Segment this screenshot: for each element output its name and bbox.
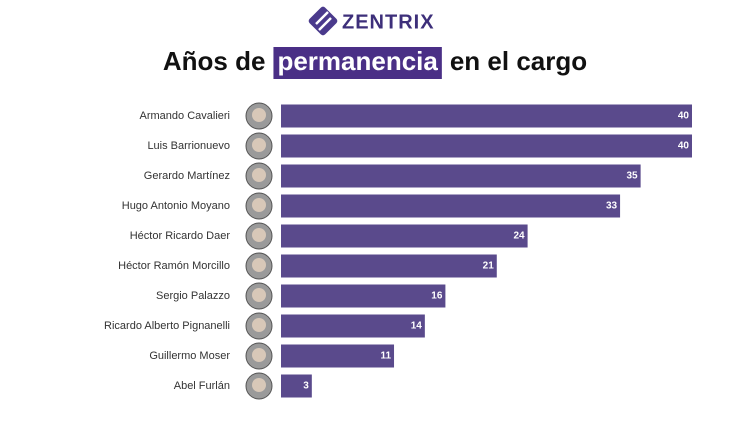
- category-label: Abel Furlán: [174, 380, 230, 392]
- avatar-face: [252, 108, 266, 122]
- logo-stripe: [315, 11, 329, 25]
- chart-title: en el cargo: [450, 46, 587, 76]
- avatar-face: [252, 378, 266, 392]
- value-label: 16: [431, 291, 443, 302]
- bar: [281, 314, 425, 338]
- chart-title: Años de: [163, 46, 266, 76]
- category-label: Armando Cavalieri: [140, 110, 230, 122]
- category-label: Ricardo Alberto Pignanelli: [104, 320, 230, 332]
- avatar-face: [252, 288, 266, 302]
- avatar-face: [252, 228, 266, 242]
- avatar-face: [252, 168, 266, 182]
- value-label: 33: [606, 201, 618, 212]
- bar: [281, 254, 497, 278]
- value-label: 14: [411, 321, 423, 332]
- avatar-face: [252, 348, 266, 362]
- category-label: Héctor Ramón Morcillo: [118, 260, 230, 272]
- logo: ZENTRIX: [308, 6, 435, 36]
- value-label: 40: [678, 111, 690, 122]
- avatar-face: [252, 138, 266, 152]
- title-highlight: [273, 47, 442, 79]
- value-label: 24: [513, 231, 525, 242]
- avatar-face: [252, 198, 266, 212]
- chart-title: permanencia: [277, 46, 438, 76]
- bar: [281, 224, 528, 248]
- category-label: Guillermo Moser: [149, 350, 230, 362]
- value-label: 35: [627, 171, 639, 182]
- logo-icon: [308, 6, 338, 36]
- logo-text: ZENTRIX: [342, 11, 435, 33]
- avatar-face: [252, 258, 266, 272]
- bar: [281, 194, 621, 218]
- bar: [281, 164, 641, 188]
- bar: [281, 104, 692, 128]
- category-label: Hugo Antonio Moyano: [122, 200, 230, 212]
- value-label: 21: [483, 261, 495, 272]
- value-label: 3: [303, 381, 309, 392]
- value-label: 40: [678, 141, 690, 152]
- bar: [281, 374, 312, 398]
- logo-stripe: [318, 17, 332, 31]
- category-label: Héctor Ricardo Daer: [130, 230, 231, 242]
- bar: [281, 344, 395, 368]
- category-label: Luis Barrionuevo: [147, 140, 230, 152]
- category-label: Sergio Palazzo: [156, 290, 230, 302]
- value-label: 11: [380, 351, 391, 362]
- category-label: Gerardo Martínez: [144, 170, 230, 182]
- avatar-face: [252, 318, 266, 332]
- bar: [281, 134, 692, 158]
- bar: [281, 284, 446, 308]
